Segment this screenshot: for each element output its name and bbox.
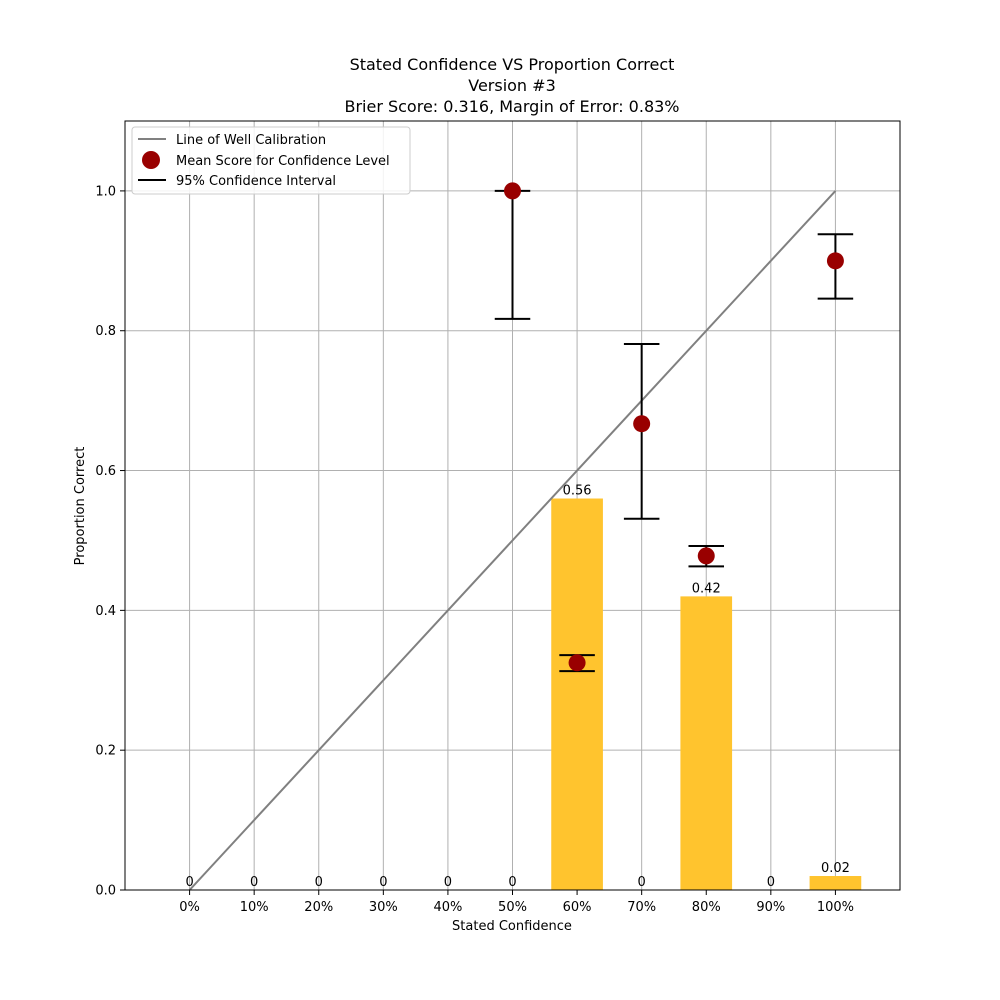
y-tick-label-2: 0.4 <box>95 604 116 619</box>
x-tick-label-0: 0% <box>179 900 200 915</box>
x-tick-label-3: 30% <box>369 900 398 915</box>
bar-label-9: 0 <box>767 875 775 890</box>
y-tick-label-5: 1.0 <box>95 184 116 199</box>
error-bar-0 <box>494 189 531 320</box>
x-tick-label-7: 70% <box>627 900 656 915</box>
y-tick-label-3: 0.6 <box>95 464 116 479</box>
chart-title: Stated Confidence VS Proportion Correct … <box>344 55 679 116</box>
y-axis-label: Proportion Correct <box>73 447 88 566</box>
x-axis-label: Stated Confidence <box>452 919 572 934</box>
y-tick-label-0: 0.0 <box>95 884 116 899</box>
mean-points <box>504 182 844 672</box>
legend-entry-calibration: Line of Well Calibration <box>176 133 326 148</box>
legend-point-swatch <box>142 151 160 169</box>
mean-point-0 <box>504 182 521 200</box>
legend-entry-ci: 95% Confidence Interval <box>176 174 336 189</box>
x-tick-label-5: 50% <box>498 900 527 915</box>
x-tick-label-4: 40% <box>433 900 462 915</box>
bar-label-10: 0.02 <box>821 861 850 876</box>
bar-10 <box>809 876 862 890</box>
bar-labels: 0 0 0 0 0 0 0.56 0 0.42 0 0.02 <box>185 484 849 890</box>
bar-label-2: 0 <box>315 875 323 890</box>
title-line-3: Brier Score: 0.316, Margin of Error: 0.8… <box>344 97 679 116</box>
x-tick-label-8: 80% <box>692 900 721 915</box>
bar-6 <box>551 498 603 890</box>
title-line-1: Stated Confidence VS Proportion Correct <box>350 55 675 74</box>
y-tick-label-1: 0.2 <box>95 744 116 759</box>
mean-point-1 <box>568 654 586 672</box>
title-line-2: Version #3 <box>468 76 556 95</box>
legend: Line of Well Calibration Mean Score for … <box>131 126 411 195</box>
bar-label-8: 0.42 <box>692 581 721 596</box>
x-tick-label-1: 10% <box>240 900 269 915</box>
x-tick-label-6: 60% <box>563 900 592 915</box>
bar-8 <box>680 596 733 890</box>
x-tick-label-10: 100% <box>817 900 854 915</box>
bar-label-0: 0 <box>185 875 193 890</box>
mean-point-2 <box>633 415 651 433</box>
error-bars <box>494 189 854 673</box>
x-tick-label-9: 90% <box>756 900 785 915</box>
mean-point-3 <box>697 547 715 565</box>
bar-label-4: 0 <box>444 875 452 890</box>
x-tick-label-2: 20% <box>304 900 333 915</box>
y-tick-label-4: 0.8 <box>95 324 116 339</box>
bar-label-3: 0 <box>379 875 387 890</box>
calibration-line-group <box>188 190 837 891</box>
x-ticks: 0% 10% 20% 30% 40% 50% 60% 70% 80% 90% 100% <box>179 890 854 915</box>
bars <box>551 498 862 890</box>
bar-label-7: 0 <box>638 875 646 890</box>
bar-label-6: 0.56 <box>563 484 592 499</box>
bar-label-5: 0 <box>508 875 516 890</box>
legend-entry-mean-score: Mean Score for Confidence Level <box>176 154 390 169</box>
calibration-line <box>188 190 837 891</box>
legend-box <box>131 126 411 195</box>
bar-label-1: 0 <box>250 875 258 890</box>
y-ticks: 0.0 0.2 0.4 0.6 0.8 1.0 <box>95 184 125 899</box>
mean-point-4 <box>826 252 844 270</box>
